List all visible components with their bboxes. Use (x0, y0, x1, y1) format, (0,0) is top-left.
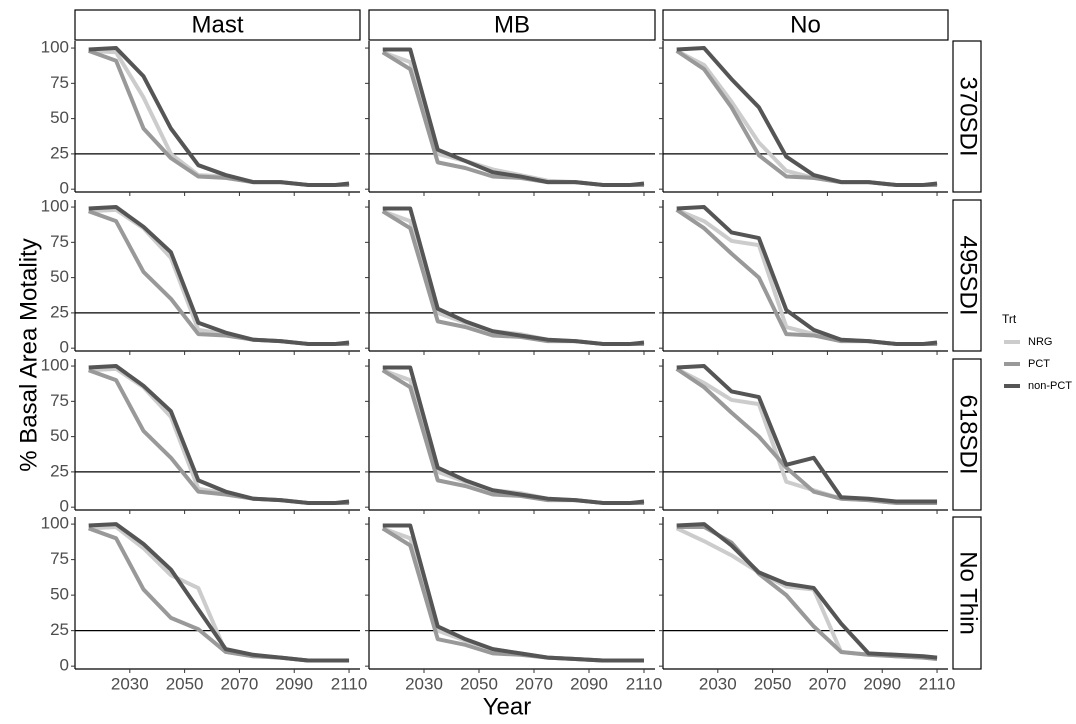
row-strip-label: 495SDI (955, 235, 982, 315)
legend-label: NRG (1028, 336, 1052, 348)
series-line (382, 365, 645, 505)
series-line (676, 364, 938, 504)
series-line (381, 526, 644, 663)
series-line (88, 522, 350, 663)
x-tick-label: 2090 (275, 674, 313, 693)
legend-title: Trt (1002, 312, 1017, 326)
series-line (88, 364, 350, 505)
x-tick-label: 2050 (754, 674, 792, 693)
x-tick-label: 2030 (405, 674, 443, 693)
y-tick-label: 0 (60, 179, 69, 198)
series-line (88, 366, 350, 505)
row-strip-label: 618SDI (955, 394, 982, 474)
y-tick-label: 25 (50, 620, 69, 639)
row-strip (952, 516, 982, 670)
y-tick-label: 100 (41, 514, 69, 533)
series-line (88, 368, 350, 505)
legend-label: non-PCT (1028, 380, 1072, 392)
series-line (675, 367, 938, 505)
y-tick-label: 75 (50, 391, 69, 410)
series-line (381, 368, 644, 505)
y-tick-label: 50 (50, 426, 69, 445)
x-tick-label: 2030 (111, 674, 149, 693)
series-line (88, 209, 350, 346)
series-line (381, 50, 644, 187)
series-line (381, 209, 644, 346)
y-tick-label: 75 (50, 549, 69, 568)
y-tick-label: 50 (50, 108, 69, 127)
y-axis-title: % Basal Area Motality (15, 238, 42, 471)
column-strip-label: No (790, 11, 821, 38)
x-tick-label: 2050 (166, 674, 204, 693)
x-axis-title: Year (483, 693, 532, 720)
y-tick-label: 100 (41, 197, 69, 216)
y-tick-label: 75 (50, 73, 69, 92)
x-tick-label: 2090 (863, 674, 901, 693)
row-strip (952, 40, 982, 193)
series-line (382, 209, 644, 346)
y-tick-label: 100 (41, 38, 69, 57)
series-line (675, 49, 938, 187)
column-strip (662, 9, 949, 41)
y-tick-label: 25 (50, 143, 69, 162)
row-strip (952, 358, 982, 511)
y-tick-label: 25 (50, 461, 69, 480)
row-strip (952, 199, 982, 352)
series-line (382, 526, 644, 663)
row-strip-label: No Thin (955, 551, 982, 635)
series-line (675, 526, 938, 662)
column-strip (368, 9, 656, 41)
series-line (675, 49, 938, 187)
y-tick-label: 25 (50, 302, 69, 321)
x-tick-label: 2070 (221, 674, 259, 693)
x-tick-label: 2090 (570, 674, 608, 693)
series-line (88, 207, 350, 346)
x-tick-label: 2050 (460, 674, 498, 693)
y-tick-label: 0 (60, 656, 69, 675)
series-line (382, 47, 645, 187)
series-line (88, 46, 350, 187)
column-strip-label: MB (494, 11, 530, 38)
y-tick-label: 75 (50, 232, 69, 251)
column-strip-label: Mast (191, 11, 243, 38)
series-line (676, 46, 938, 187)
y-tick-label: 50 (50, 267, 69, 286)
x-tick-label: 2070 (809, 674, 847, 693)
x-tick-label: 2030 (699, 674, 737, 693)
series-line (382, 523, 644, 663)
y-tick-label: 0 (60, 497, 69, 516)
x-tick-label: 2110 (626, 674, 663, 693)
x-tick-label: 2110 (919, 674, 956, 693)
y-tick-label: 100 (41, 356, 69, 375)
x-tick-label: 2110 (331, 674, 368, 693)
series-line (88, 48, 350, 187)
series-line (382, 368, 644, 505)
y-tick-label: 0 (60, 338, 69, 357)
row-strip-label: 370SDI (955, 76, 982, 156)
column-strip (74, 9, 361, 41)
series-line (382, 206, 645, 346)
y-tick-label: 50 (50, 585, 69, 604)
series-line (676, 522, 938, 660)
series-line (88, 205, 350, 346)
x-tick-label: 2070 (515, 674, 553, 693)
series-line (382, 50, 644, 187)
legend-label: PCT (1028, 358, 1050, 370)
series-line (676, 205, 938, 346)
